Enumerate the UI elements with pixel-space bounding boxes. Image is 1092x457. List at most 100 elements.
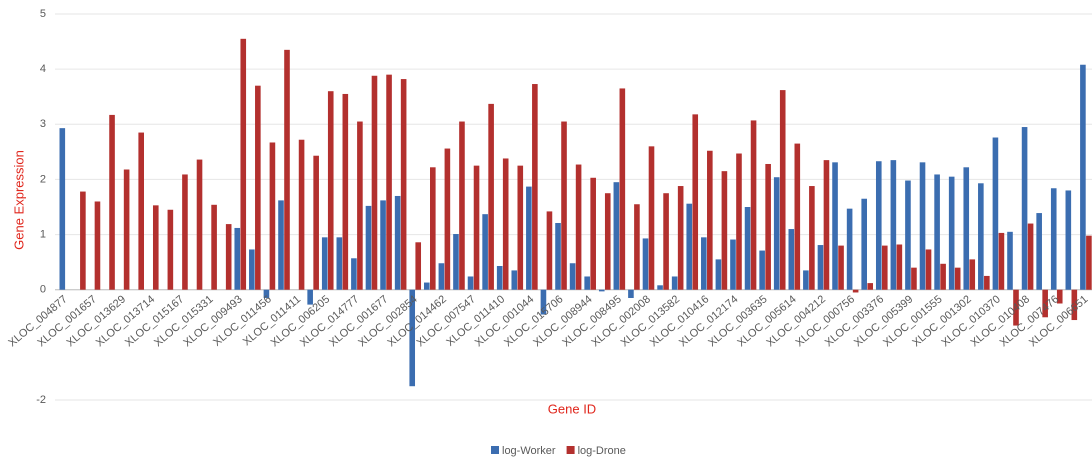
- bar: [867, 283, 873, 290]
- bar: [1036, 213, 1042, 290]
- y-axis-title: Gene Expression: [11, 150, 26, 250]
- bar: [409, 289, 416, 387]
- bar: [1080, 64, 1086, 290]
- bar: [152, 205, 159, 290]
- bar: [779, 90, 786, 290]
- bar: [473, 165, 480, 290]
- legend-swatch: [491, 446, 499, 454]
- bar: [496, 266, 503, 290]
- legend-label: log-Worker: [502, 445, 556, 457]
- bar: [284, 49, 290, 290]
- bar: [255, 85, 261, 290]
- y-tick-label: 1: [40, 228, 46, 240]
- bar: [400, 79, 407, 290]
- bar: [642, 238, 649, 290]
- y-tick-label: 4: [40, 63, 46, 75]
- bar: [940, 263, 946, 290]
- bar: [482, 214, 488, 290]
- bar: [677, 186, 684, 290]
- bar: [619, 88, 626, 290]
- bar: [321, 237, 328, 290]
- bar: [803, 270, 809, 290]
- bar: [240, 38, 247, 290]
- bar: [357, 121, 363, 290]
- bar: [546, 211, 553, 290]
- bar: [765, 163, 771, 290]
- bar: [298, 139, 305, 290]
- bar: [365, 205, 372, 290]
- bar: [707, 150, 713, 290]
- bar: [1027, 223, 1034, 290]
- bar: [459, 121, 465, 290]
- bar: [575, 164, 582, 290]
- bar: [438, 263, 445, 290]
- bar: [925, 249, 932, 290]
- bar: [1086, 235, 1092, 290]
- bar: [911, 267, 917, 290]
- bar: [488, 103, 494, 290]
- bar: [730, 239, 736, 290]
- bar: [628, 289, 634, 298]
- bar: [138, 132, 144, 290]
- bar: [715, 259, 722, 290]
- bar: [467, 276, 474, 290]
- bar: [648, 146, 655, 290]
- bar: [613, 182, 620, 290]
- bar: [584, 276, 590, 290]
- bar: [123, 169, 130, 290]
- bar: [526, 186, 532, 290]
- bar: [182, 174, 188, 290]
- bar: [788, 229, 795, 290]
- bar: [415, 242, 422, 290]
- bar: [80, 191, 86, 290]
- bar: [963, 167, 970, 290]
- legend-swatch: [566, 446, 575, 454]
- bar: [984, 275, 990, 290]
- bar: [59, 128, 66, 290]
- bar: [598, 289, 605, 292]
- bar: [430, 167, 436, 290]
- bar: [540, 289, 547, 315]
- bar: [663, 193, 669, 290]
- bar: [1007, 231, 1013, 290]
- y-tick-label: 0: [40, 284, 46, 296]
- bar: [327, 91, 334, 290]
- bar: [307, 289, 313, 305]
- bar: [561, 121, 567, 290]
- bar: [1021, 127, 1028, 290]
- bar: [692, 114, 699, 290]
- bar: [342, 93, 349, 290]
- bar: [590, 177, 596, 290]
- bar: [502, 158, 509, 290]
- bar: [881, 245, 888, 290]
- y-tick-label: 3: [40, 118, 46, 130]
- bar: [978, 183, 984, 290]
- bar: [94, 201, 101, 290]
- bar: [453, 234, 459, 290]
- bar: [109, 114, 115, 290]
- bar: [263, 289, 270, 298]
- bar: [875, 161, 882, 290]
- bar: [919, 162, 926, 290]
- bar: [832, 162, 838, 290]
- bar: [313, 155, 319, 290]
- y-tick-label: 5: [40, 8, 46, 20]
- bar: [1065, 190, 1072, 290]
- bar: [336, 237, 343, 290]
- bar: [744, 207, 751, 290]
- bar: [773, 177, 780, 290]
- bar: [890, 160, 897, 290]
- bar: [249, 249, 255, 290]
- bar: [809, 186, 815, 290]
- bar: [905, 180, 911, 290]
- bar: [555, 222, 561, 290]
- bar: [817, 245, 824, 290]
- y-tick-label: -2: [36, 394, 46, 406]
- bar: [686, 203, 693, 290]
- bar: [634, 204, 640, 290]
- legend-label: log-Drone: [578, 445, 626, 457]
- bar: [721, 171, 728, 290]
- bar: [1071, 289, 1078, 321]
- bar: [838, 245, 844, 290]
